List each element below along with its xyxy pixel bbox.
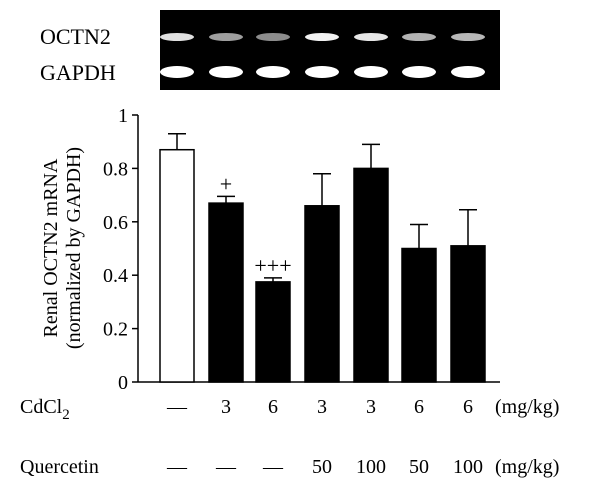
gel-band	[354, 33, 388, 41]
gel-band	[402, 66, 436, 78]
gel-band	[305, 66, 339, 78]
condition-table: CdCl2 — 3 6 3 3 6 6 (mg/kg) Quercetin — — — 50 100 50 10…	[20, 396, 559, 478]
bar	[450, 245, 486, 383]
condition-value: 3	[366, 396, 376, 418]
bar	[353, 167, 389, 383]
bar	[255, 281, 291, 383]
condition-name: CdCl2	[20, 396, 70, 423]
gel-panel: OCTN2 GAPDH	[40, 10, 500, 90]
gel-label-octn2: OCTN2	[40, 24, 111, 49]
condition-value: 6	[414, 396, 424, 418]
chart-bars: ++++	[159, 132, 486, 383]
gel-band	[160, 66, 194, 78]
condition-value: 50	[312, 456, 332, 478]
bar	[401, 247, 437, 383]
y-tick-label: 0.8	[103, 158, 128, 180]
bar	[304, 205, 340, 383]
y-tick-label: 1	[118, 105, 128, 127]
gel-bands	[160, 33, 485, 78]
y-tick-label: 0.4	[103, 265, 128, 287]
condition-value: 50	[409, 456, 429, 478]
condition-value: 6	[268, 396, 278, 418]
condition-value: 100	[356, 456, 386, 478]
bar	[159, 148, 195, 383]
gel-band	[256, 33, 290, 41]
significance-marker: +	[220, 171, 232, 196]
gel-band	[402, 33, 436, 41]
condition-value: —	[215, 456, 237, 478]
bar	[208, 202, 244, 383]
y-tick-label: 0.6	[103, 212, 128, 234]
gel-label-gapdh: GAPDH	[40, 60, 116, 85]
condition-unit: (mg/kg)	[495, 396, 559, 418]
gel-band	[451, 66, 485, 78]
gel-band	[256, 66, 290, 78]
condition-value: 100	[453, 456, 483, 478]
y-axis-label-line1: Renal OCTN2 mRNA	[40, 158, 62, 337]
condition-value: —	[166, 396, 188, 418]
gel-band	[209, 33, 243, 41]
condition-subscript: 2	[62, 407, 70, 423]
gel-band	[209, 66, 243, 78]
condition-value: —	[166, 456, 188, 478]
gel-band	[305, 33, 339, 41]
gel-band	[160, 33, 194, 41]
gel-band	[354, 66, 388, 78]
y-tick-label: 0	[118, 372, 128, 394]
condition-unit: (mg/kg)	[495, 456, 559, 478]
gel-band	[451, 33, 485, 41]
gel-background	[160, 10, 500, 90]
condition-value: —	[262, 456, 284, 478]
condition-value: 3	[221, 396, 231, 418]
y-tick-label: 0.2	[103, 319, 128, 341]
condition-value: 3	[317, 396, 327, 418]
condition-value: 6	[463, 396, 473, 418]
y-axis-label-line2: (normalized by GAPDH)	[63, 147, 85, 349]
significance-marker: +++	[254, 253, 291, 278]
condition-name: Quercetin	[20, 456, 99, 478]
